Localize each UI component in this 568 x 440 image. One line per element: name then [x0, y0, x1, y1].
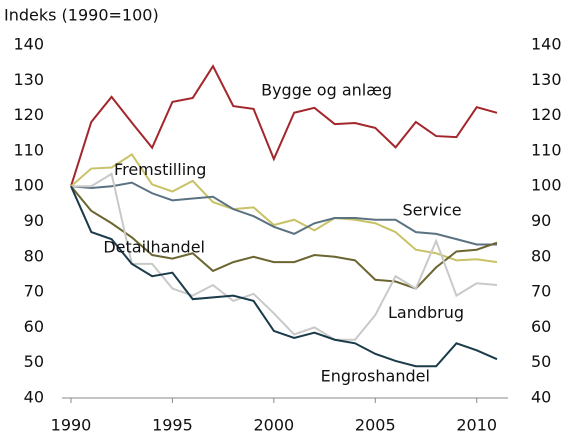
series-line — [70, 181, 497, 246]
y2-tick-label: 100 — [531, 176, 562, 195]
series-line — [70, 64, 498, 187]
y-tick-label: 100 — [13, 176, 44, 195]
y-tick-label: 130 — [13, 70, 44, 89]
x-tick-label: 2005 — [355, 416, 396, 435]
y-tick-label: 140 — [13, 35, 44, 54]
series-label: Landbrug — [388, 303, 464, 322]
y2-tick-label: 110 — [531, 140, 562, 159]
series-line — [70, 185, 498, 368]
y-axis-label: Indeks (1990=100) — [4, 6, 159, 25]
y-tick-label: 110 — [13, 140, 44, 159]
y2-tick-label: 60 — [531, 317, 551, 336]
series-line — [70, 185, 498, 290]
series-label: Engroshandel — [321, 366, 430, 385]
y-tick-label: 120 — [13, 105, 44, 124]
y2-tick-label: 130 — [531, 70, 562, 89]
y-tick-label: 40 — [24, 388, 44, 407]
y-tick-label: 50 — [24, 352, 44, 371]
y2-tick-label: 120 — [531, 105, 562, 124]
y2-tick-label: 80 — [531, 246, 551, 265]
x-tick-label: 2010 — [456, 416, 497, 435]
y-tick-label: 60 — [24, 317, 44, 336]
series-line — [71, 172, 498, 341]
y-tick-label: 80 — [24, 246, 44, 265]
y-tick-label: 90 — [24, 211, 44, 230]
y2-tick-label: 140 — [531, 35, 562, 54]
series-label: Detailhandel — [103, 237, 205, 256]
y2-tick-label: 90 — [531, 211, 551, 230]
series-line — [70, 153, 498, 264]
x-tick-label: 1995 — [152, 416, 193, 435]
y2-tick-label: 40 — [531, 388, 551, 407]
series-label: Bygge og anlæg — [261, 80, 392, 99]
y-tick-label: 70 — [24, 282, 44, 301]
x-tick-label: 1990 — [51, 416, 92, 435]
series-label: Fremstilling — [114, 160, 206, 179]
series-label: Service — [403, 200, 462, 219]
y2-tick-label: 70 — [531, 282, 551, 301]
x-tick-label: 2000 — [253, 416, 294, 435]
y2-tick-label: 50 — [531, 352, 551, 371]
